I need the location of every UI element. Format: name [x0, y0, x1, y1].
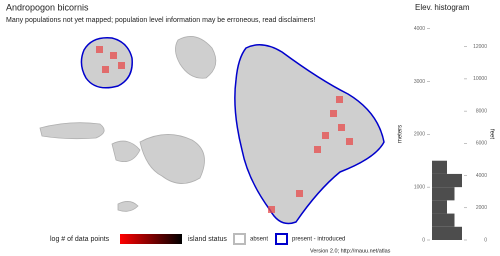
map — [39, 36, 385, 225]
y2-tick-label: 2000 — [476, 205, 487, 211]
cell — [346, 138, 353, 145]
legend-present-key — [275, 233, 288, 245]
y-tick-label: 2000 — [414, 132, 425, 138]
bar — [432, 187, 455, 201]
bar — [432, 226, 462, 240]
y-tick-label: 4000 — [414, 26, 425, 32]
cell — [338, 124, 345, 131]
y-axis-label: meters — [398, 125, 404, 143]
y2-tick-label: 6000 — [476, 141, 487, 147]
footer: Version 2.0; http://mauu.net/atlas — [310, 248, 391, 254]
island-lanai — [111, 140, 141, 163]
cell — [102, 66, 109, 73]
island-molokai — [39, 122, 105, 140]
y2-tick-label: 10000 — [473, 76, 487, 82]
cell — [296, 190, 303, 197]
bar — [432, 173, 462, 188]
island-kahoolawe — [117, 201, 139, 212]
title: Andropogon bicornis — [6, 2, 89, 12]
bar — [432, 200, 447, 214]
legend-status-label: island status — [188, 236, 227, 243]
legend-present: present - introduced — [292, 237, 345, 243]
cell — [330, 110, 337, 117]
data-cells — [96, 46, 353, 213]
cell — [314, 146, 321, 153]
y-tick-label: 3000 — [414, 79, 425, 85]
y2-axis-label: feet — [488, 129, 494, 139]
bar — [432, 213, 455, 227]
y-tick-label: 0 — [422, 237, 425, 243]
island-hawaii — [234, 44, 385, 225]
y2-tick-label: 4000 — [476, 173, 487, 179]
cell — [118, 62, 125, 69]
legend-density-label: log # of data points — [50, 236, 110, 243]
bar — [432, 160, 447, 174]
island-kauai — [80, 37, 133, 89]
hist-title: Elev. histogram — [415, 3, 470, 12]
cell — [96, 46, 103, 53]
subtitle: Many populations not yet mapped; populat… — [6, 17, 315, 24]
y2-tick-label: 12000 — [473, 44, 487, 50]
legend-absent: absent — [250, 237, 268, 243]
legend-gradient — [120, 234, 182, 244]
cell — [268, 206, 275, 213]
island-oahu — [175, 36, 217, 79]
y2-tick-label: 0 — [484, 237, 487, 243]
cell — [322, 132, 329, 139]
cell — [336, 96, 343, 103]
legend-absent-key — [233, 233, 246, 245]
legend: log # of data points island status absen… — [50, 233, 345, 245]
elevation-histogram: Elev. histogram meters feet 0 1000 2000 300… — [398, 3, 495, 243]
cell — [110, 52, 117, 59]
y2-tick-label: 8000 — [476, 108, 487, 114]
island-maui — [139, 134, 205, 184]
y-tick-label: 1000 — [414, 184, 425, 190]
